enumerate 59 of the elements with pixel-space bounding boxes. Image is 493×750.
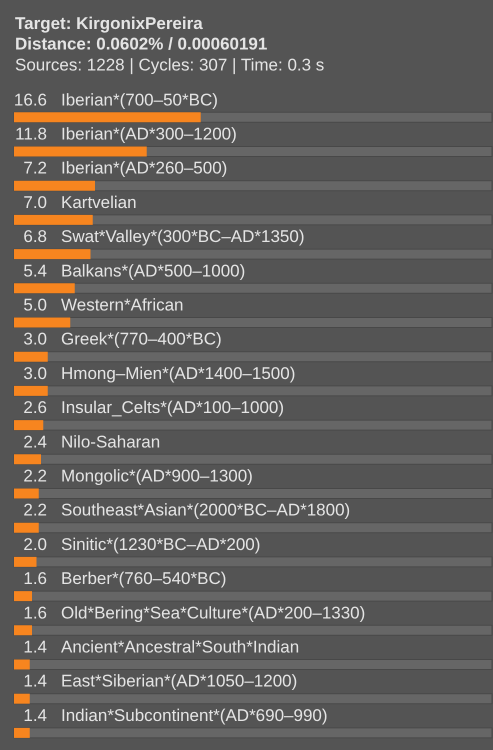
y-tick-label: Mongolic*(AD*900–1300) bbox=[61, 466, 253, 486]
y-tick-label: Sinitic*(1230*BC–AD*200) bbox=[61, 534, 260, 554]
source-note: Sources: 1228 | Cycles: 307 | Time: 0.3 s bbox=[15, 56, 324, 74]
data-label: 5.0 bbox=[23, 296, 47, 314]
data-label: 3.0 bbox=[23, 364, 47, 383]
bar bbox=[14, 556, 36, 567]
y-tick-label: Insular_Celts*(AD*100–1000) bbox=[61, 398, 284, 418]
y-tick-label: Greek*(770–400*BC) bbox=[61, 330, 222, 349]
y-tick-label: Iberian*(700–50*BC) bbox=[61, 90, 218, 110]
y-tick-label: Ancient*Ancestral*South*Indian bbox=[61, 638, 300, 656]
y-tick-label: Western*African bbox=[61, 296, 184, 314]
y-tick-label: Iberian*(AD*260–500) bbox=[61, 158, 228, 178]
data-label: 1.4 bbox=[23, 672, 47, 691]
bar bbox=[14, 420, 44, 430]
bar bbox=[14, 283, 75, 294]
bar bbox=[14, 249, 90, 260]
y-tick-label: Balkans*(AD*500–1000) bbox=[61, 261, 246, 280]
data-label: 1.6 bbox=[23, 603, 47, 622]
data-label: 3.0 bbox=[23, 330, 47, 349]
data-label: 7.0 bbox=[23, 192, 47, 212]
data-label: 2.6 bbox=[23, 398, 47, 418]
data-label: 1.4 bbox=[23, 706, 47, 725]
data-label: 1.6 bbox=[23, 569, 47, 588]
data-label: 7.2 bbox=[23, 158, 47, 178]
data-label: 16.6 bbox=[14, 90, 47, 110]
bar bbox=[14, 318, 70, 328]
bar bbox=[14, 488, 39, 498]
chart-title: Target: KirgonixPereira bbox=[15, 14, 204, 33]
bar bbox=[14, 694, 30, 704]
y-tick-label: Nilo-Saharan bbox=[61, 432, 160, 452]
y-tick-label: Indian*Subcontinent*(AD*690–990) bbox=[61, 706, 328, 725]
y-tick-label: Kartvelian bbox=[61, 192, 137, 212]
bar bbox=[14, 728, 30, 738]
data-label: 1.4 bbox=[23, 638, 47, 656]
bar bbox=[14, 146, 147, 156]
bar bbox=[14, 180, 95, 191]
data-label: 6.8 bbox=[23, 227, 47, 246]
data-label: 5.4 bbox=[23, 261, 47, 280]
y-tick-label: Old*Bering*Sea*Culture*(AD*200–1330) bbox=[61, 603, 366, 622]
y-tick-label: Iberian*(AD*300–1200) bbox=[61, 124, 237, 144]
bar bbox=[14, 660, 30, 670]
bar bbox=[14, 522, 39, 533]
y-tick-label: Hmong–Mien*(AD*1400–1500) bbox=[61, 364, 296, 383]
data-label: 2.4 bbox=[23, 432, 47, 452]
y-tick-label: Swat*Valley*(300*BC–AD*1350) bbox=[61, 227, 304, 246]
y-tick-label: Southeast*Asian*(2000*BC–AD*1800) bbox=[61, 500, 350, 520]
data-label: 2.0 bbox=[23, 534, 47, 554]
bar bbox=[14, 352, 48, 362]
bar bbox=[14, 386, 48, 396]
data-label: 2.2 bbox=[23, 466, 47, 486]
y-tick-label: East*Siberian*(AD*1050–1200) bbox=[61, 672, 298, 691]
y-tick-label: Berber*(760–540*BC) bbox=[61, 569, 226, 588]
bar bbox=[14, 214, 93, 225]
bar bbox=[14, 591, 32, 602]
data-label: 11.8 bbox=[15, 124, 47, 144]
bar bbox=[14, 454, 41, 464]
chart-subtitle: Distance: 0.0602% / 0.00060191 bbox=[15, 34, 268, 54]
bar bbox=[14, 625, 32, 636]
data-label: 2.2 bbox=[23, 500, 47, 520]
